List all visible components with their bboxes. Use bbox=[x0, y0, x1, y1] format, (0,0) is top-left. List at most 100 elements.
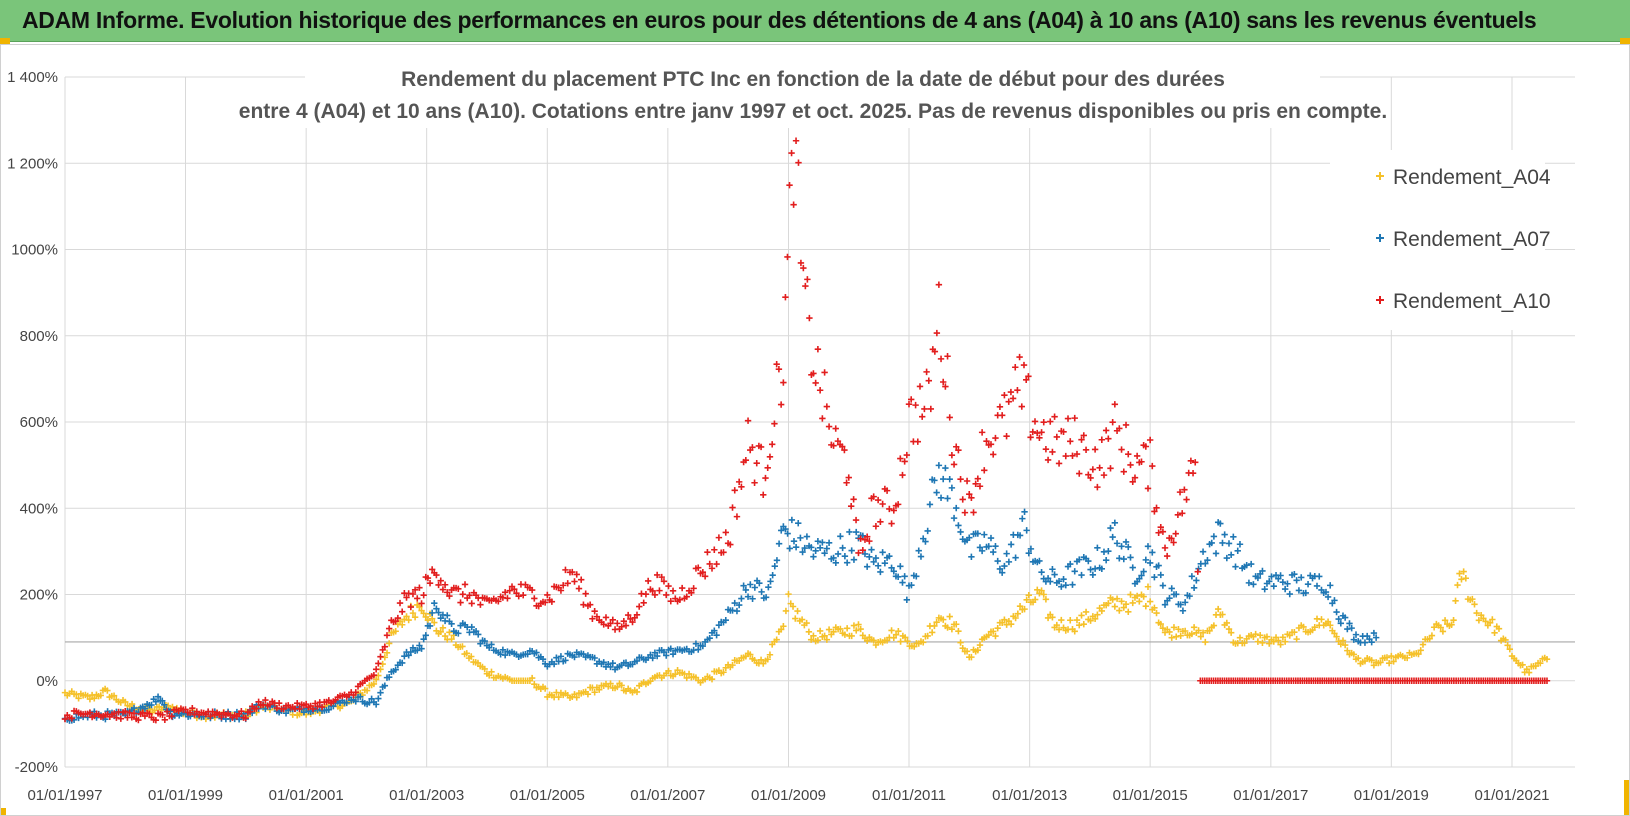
rendement-a10-point bbox=[1076, 470, 1083, 477]
rendement-a10-point bbox=[847, 502, 855, 510]
rendement-a07-point bbox=[894, 573, 902, 580]
rendement-a04-point bbox=[708, 675, 716, 683]
rendement-a10-point bbox=[1031, 418, 1039, 425]
rendement-a10-point bbox=[1062, 452, 1069, 460]
rendement-a10-point bbox=[704, 549, 711, 556]
x-axis-ticks: 01/01/1997 01/01/1999 01/01/2001 01/01/2003… bbox=[27, 787, 1549, 804]
rendement-a07-point bbox=[976, 544, 984, 551]
rendement-a10-point bbox=[782, 293, 789, 301]
rendement-a04-point bbox=[816, 627, 824, 635]
rendement-a04-point bbox=[994, 625, 1001, 632]
rendement-a10-point bbox=[1155, 529, 1162, 536]
rendement-a04-point bbox=[485, 672, 493, 679]
rendement-a07-point bbox=[816, 544, 824, 552]
rendement-a04-point bbox=[1344, 647, 1351, 654]
rendement-a10-point bbox=[1067, 438, 1074, 445]
rendement-a04-point bbox=[459, 643, 466, 650]
rendement-a10-point bbox=[733, 513, 741, 520]
rendement-a10-point bbox=[548, 598, 556, 605]
rendement-a10-point bbox=[1181, 486, 1188, 493]
rendement-a07-point bbox=[692, 640, 700, 647]
rendement-a10-point bbox=[135, 716, 142, 724]
rendement-a04-point bbox=[1450, 616, 1457, 624]
rendement-a07-point bbox=[468, 623, 475, 631]
chart-title-line2: entre 4 (A04) et 10 ans (A10). Cotations… bbox=[239, 100, 1387, 123]
rendement-a07-point bbox=[1219, 539, 1226, 547]
rendement-a07-point bbox=[1335, 615, 1342, 623]
rendement-a10-point bbox=[444, 589, 451, 596]
rendement-a04-point bbox=[1078, 612, 1085, 619]
rendement-a04-point bbox=[821, 632, 828, 640]
rendement-a10-point bbox=[161, 716, 169, 723]
rendement-a10-point bbox=[653, 571, 661, 579]
rendement-a10-point bbox=[959, 496, 966, 503]
rendement-a10-point bbox=[68, 715, 75, 722]
rendement-a07-point bbox=[352, 698, 359, 705]
rendement-a04-point bbox=[672, 671, 679, 678]
rendement-a10-point bbox=[843, 479, 850, 486]
rendement-a10-point bbox=[607, 620, 614, 627]
rendement-a07-point bbox=[1243, 562, 1250, 569]
rendement-a04-point bbox=[1537, 660, 1544, 667]
rendement-a04-point bbox=[1300, 623, 1307, 631]
rendement-a04-point bbox=[766, 651, 774, 658]
rendement-a07-point bbox=[357, 693, 364, 700]
rendement-a10-point bbox=[888, 520, 895, 527]
rendement-a07-point bbox=[843, 559, 851, 566]
rendement-a07-point bbox=[398, 659, 406, 667]
legend-marker bbox=[1376, 172, 1384, 180]
rendement-a07-point bbox=[1062, 582, 1069, 589]
rendement-a10-point bbox=[944, 353, 951, 360]
rendement-a10-point bbox=[690, 585, 697, 592]
rendement-a07-point bbox=[433, 605, 440, 612]
rendement-a07-point bbox=[1087, 566, 1094, 573]
rendement-a04-point bbox=[372, 676, 380, 683]
rendement-a10-point bbox=[375, 660, 382, 667]
rendement-a10-point bbox=[466, 592, 473, 599]
rendement-a10-point bbox=[931, 348, 939, 355]
rendement-a07-point bbox=[1107, 524, 1114, 532]
rendement-a07-point bbox=[788, 516, 796, 524]
rendement-a04-point bbox=[428, 615, 436, 622]
rendement-a10-point bbox=[738, 483, 745, 491]
rendement-a10-point bbox=[957, 475, 964, 483]
rendement-a07-point bbox=[795, 520, 802, 527]
rendement-a07-point bbox=[477, 640, 484, 647]
rendement-a07-point bbox=[834, 550, 842, 558]
rendement-a04-point bbox=[1166, 628, 1173, 636]
rendement-a10-point bbox=[128, 714, 136, 721]
rendement-a07-point bbox=[159, 697, 166, 705]
rendement-a07-point bbox=[1298, 574, 1305, 581]
rendement-a07-point bbox=[731, 599, 738, 607]
rendement-a10-point bbox=[633, 611, 641, 619]
rendement-a10-point bbox=[806, 314, 813, 322]
legend-label: Rendement_A04 bbox=[1393, 166, 1551, 189]
rendement-a04-point bbox=[1007, 621, 1015, 628]
rendement-a07-point bbox=[1370, 629, 1378, 637]
rendement-a07-point bbox=[428, 609, 436, 617]
rendement-a07-point bbox=[742, 586, 750, 594]
rendement-a04-point bbox=[618, 682, 625, 689]
rendement-a10-point bbox=[1078, 436, 1085, 443]
rendement-a10-point bbox=[602, 614, 610, 621]
rendement-a10-point bbox=[409, 590, 417, 598]
rendement-a07-point bbox=[1322, 588, 1330, 596]
rendement-a10-point bbox=[923, 368, 930, 376]
rendement-a07-point bbox=[426, 622, 434, 630]
rendement-a04-point bbox=[1525, 669, 1533, 676]
rendement-a04-point bbox=[1286, 632, 1293, 639]
rendement-a04-point bbox=[1177, 632, 1184, 639]
corner-marker bbox=[0, 808, 6, 816]
rendement-a04-point bbox=[955, 627, 962, 635]
rendement-a10-point bbox=[890, 507, 898, 514]
rendement-a07-point bbox=[1227, 551, 1235, 559]
rendement-a07-point bbox=[1293, 577, 1300, 584]
rendement-a10-point bbox=[396, 599, 404, 607]
rendement-a07-point bbox=[814, 538, 822, 545]
rendement-a07-point bbox=[803, 533, 811, 540]
rendement-a10-point bbox=[942, 383, 949, 390]
rendement-a10-point bbox=[1133, 452, 1141, 460]
y-tick-label: 0% bbox=[36, 673, 58, 690]
rendement-a10-point bbox=[435, 581, 442, 589]
rendement-a10-point bbox=[1053, 433, 1061, 441]
